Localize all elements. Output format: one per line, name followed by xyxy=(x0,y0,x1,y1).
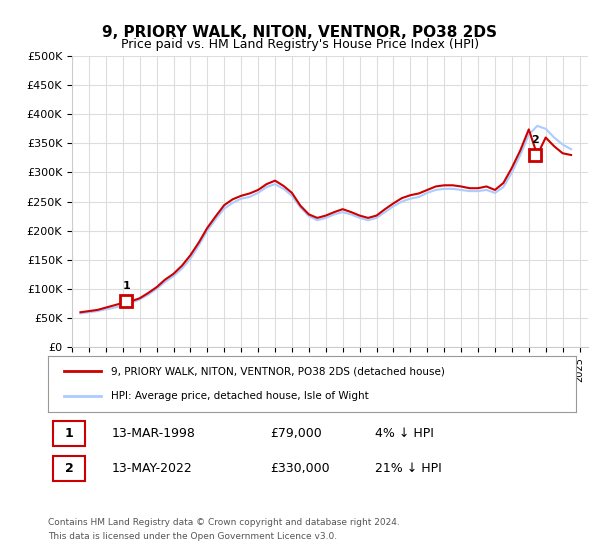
Text: 13-MAY-2022: 13-MAY-2022 xyxy=(112,462,192,475)
Text: 13-MAR-1998: 13-MAR-1998 xyxy=(112,427,195,440)
Text: 21% ↓ HPI: 21% ↓ HPI xyxy=(376,462,442,475)
Text: HPI: Average price, detached house, Isle of Wight: HPI: Average price, detached house, Isle… xyxy=(112,391,369,401)
Text: 9, PRIORY WALK, NITON, VENTNOR, PO38 2DS: 9, PRIORY WALK, NITON, VENTNOR, PO38 2DS xyxy=(103,25,497,40)
Text: 9, PRIORY WALK, NITON, VENTNOR, PO38 2DS (detached house): 9, PRIORY WALK, NITON, VENTNOR, PO38 2DS… xyxy=(112,366,445,376)
Text: 1: 1 xyxy=(65,427,73,440)
FancyBboxPatch shape xyxy=(53,456,85,481)
Text: This data is licensed under the Open Government Licence v3.0.: This data is licensed under the Open Gov… xyxy=(48,532,337,541)
Text: £79,000: £79,000 xyxy=(270,427,322,440)
Text: £330,000: £330,000 xyxy=(270,462,329,475)
Text: 2: 2 xyxy=(531,134,539,144)
Text: 2: 2 xyxy=(65,462,73,475)
FancyBboxPatch shape xyxy=(53,421,85,446)
Text: 1: 1 xyxy=(122,281,130,291)
Text: Price paid vs. HM Land Registry's House Price Index (HPI): Price paid vs. HM Land Registry's House … xyxy=(121,38,479,51)
Text: 4% ↓ HPI: 4% ↓ HPI xyxy=(376,427,434,440)
Text: Contains HM Land Registry data © Crown copyright and database right 2024.: Contains HM Land Registry data © Crown c… xyxy=(48,518,400,527)
